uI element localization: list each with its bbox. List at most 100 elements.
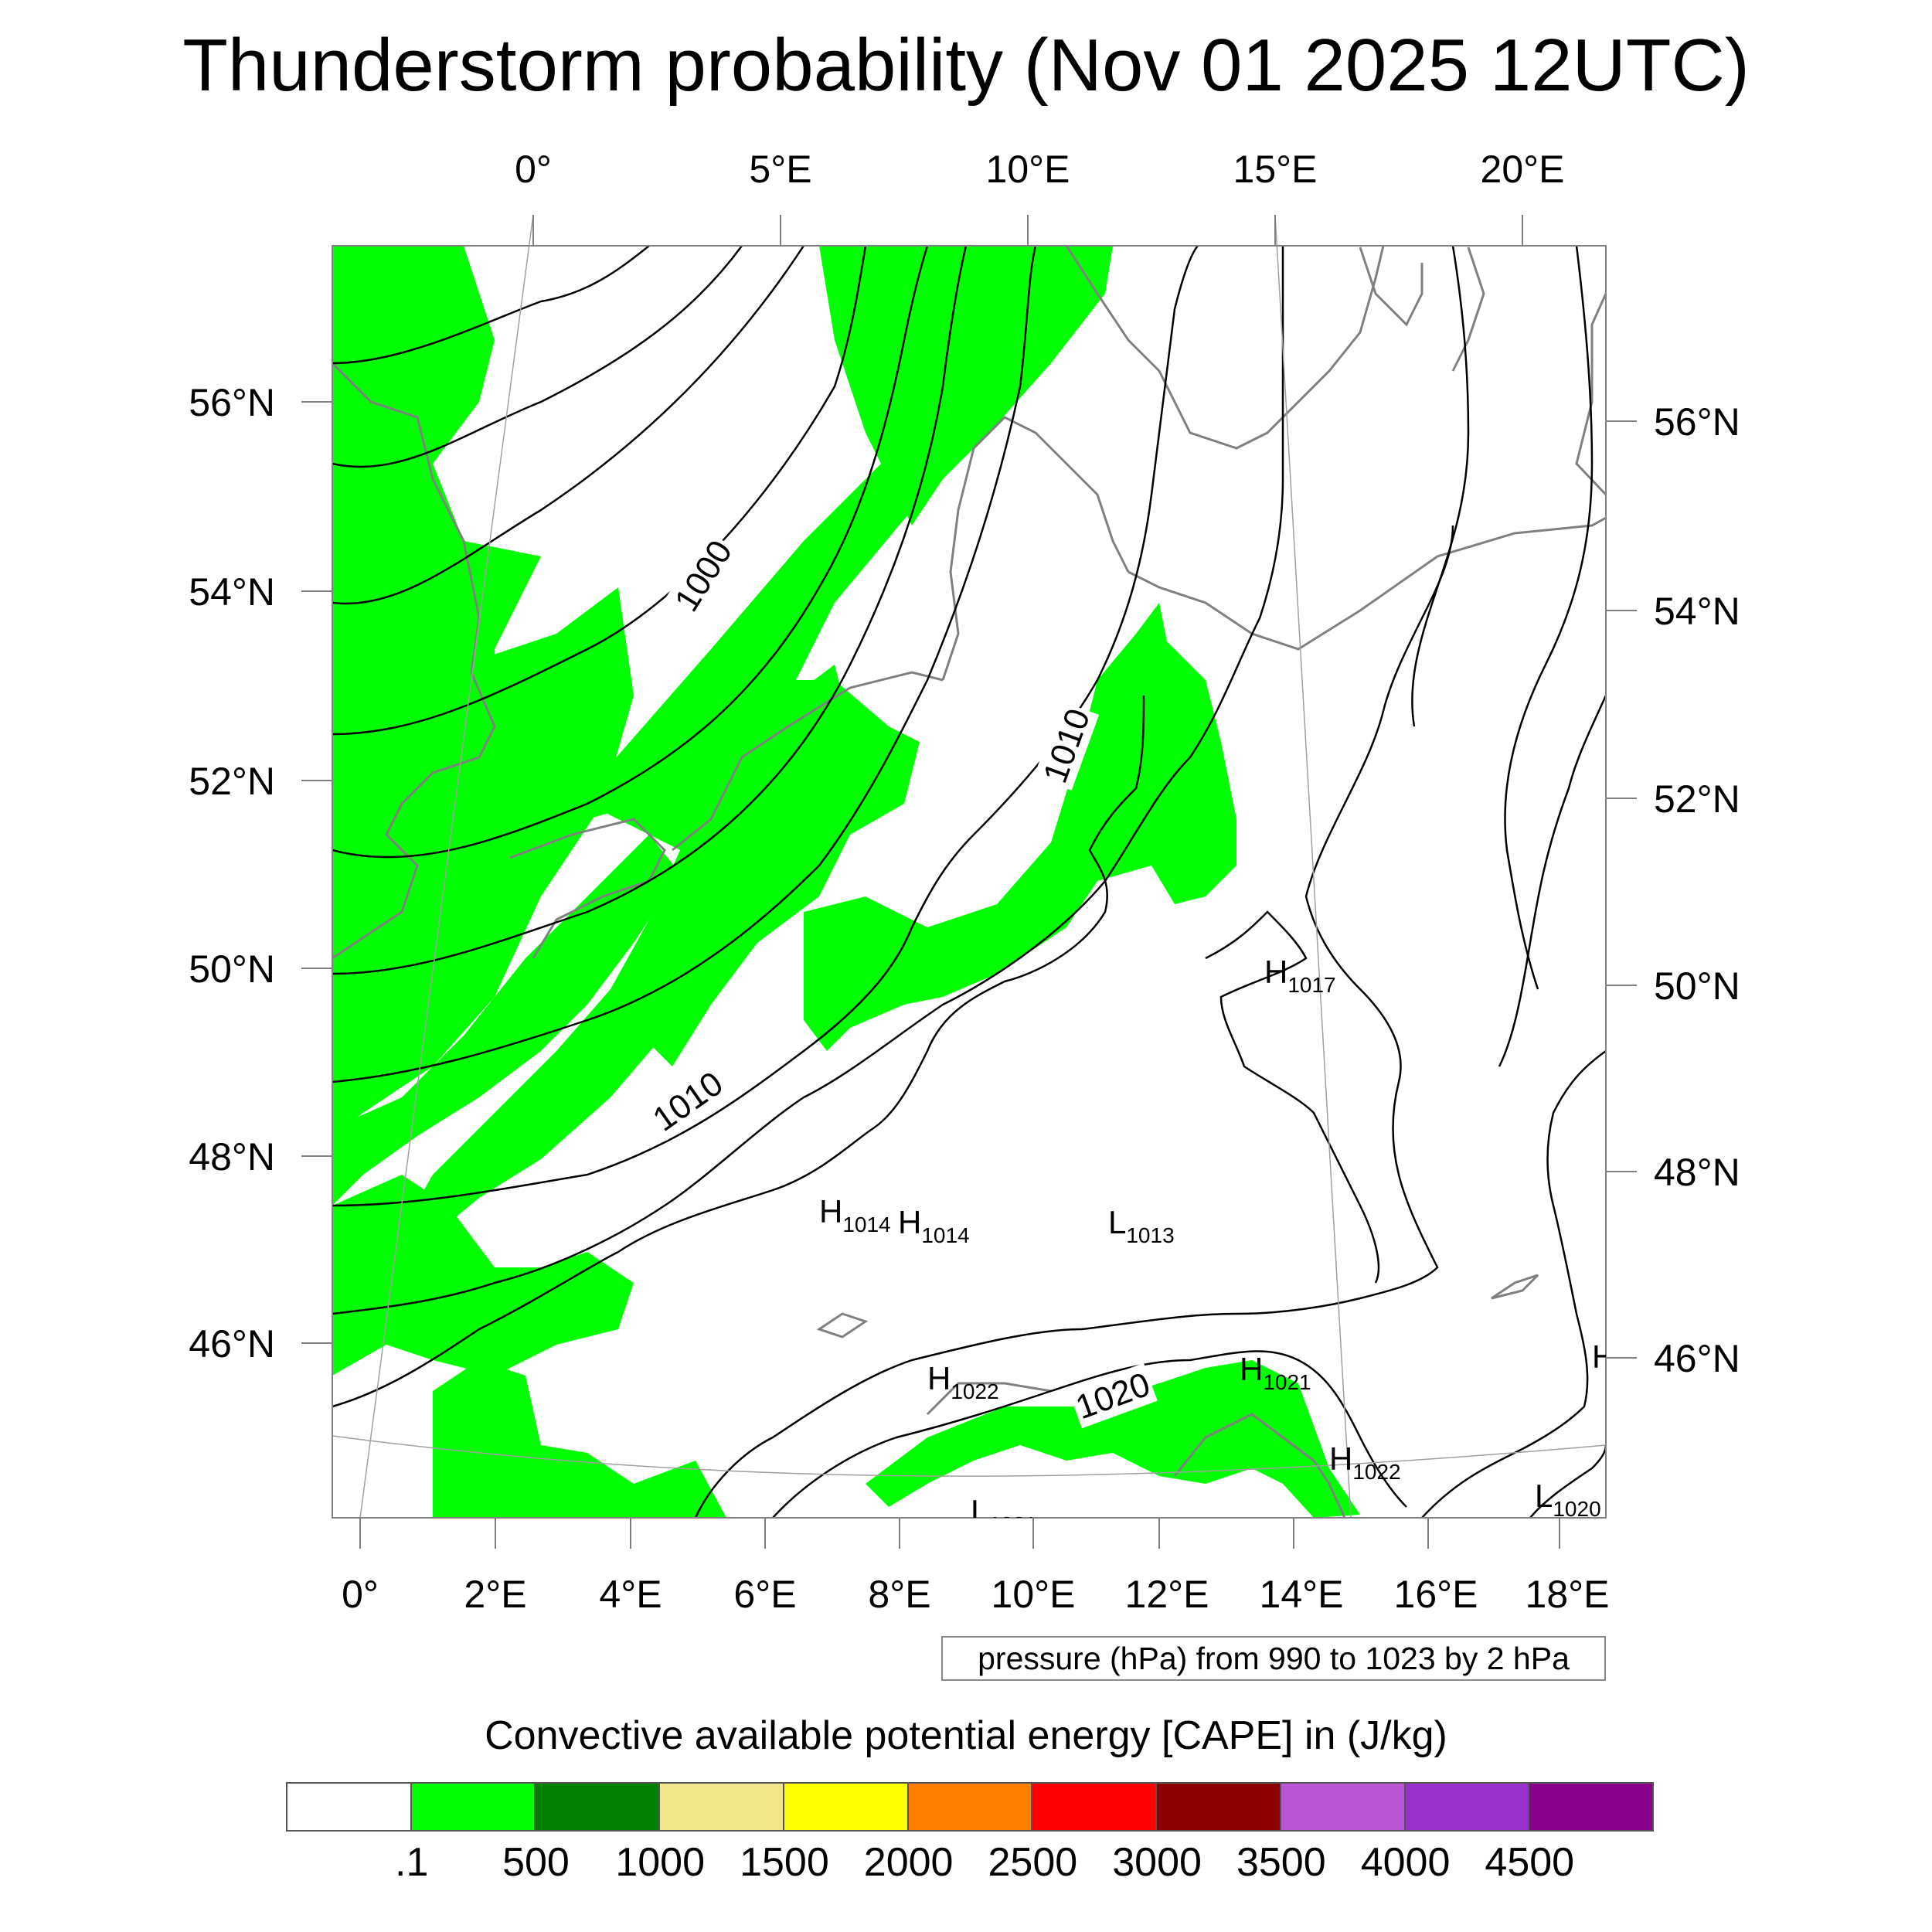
colorbar-box [286,1782,412,1832]
pressure-center: L1020 [1535,1478,1601,1521]
colorbar-box [534,1782,661,1832]
colorbar-label: 3500 [1236,1840,1326,1885]
colorbar-label: 1500 [740,1840,829,1885]
lake-balaton [1491,1274,1539,1300]
right-tick-label: 50°N [1654,964,1740,1008]
coastline-sweden-east [1451,247,1485,372]
graticule-layer [332,214,1607,1519]
isobar-3 [332,246,805,605]
pressure-info-box: pressure (hPa) from 990 to 1023 by 2 hPa [941,1636,1606,1681]
colorbar-label: 2000 [863,1840,954,1885]
cape-region-germany [804,603,1236,1051]
cape-region-coast [332,835,680,1206]
isobar-18 [1411,246,1470,727]
colorbar-label: 1000 [615,1840,706,1885]
coastline-adriatic [1173,1413,1346,1518]
right-tick-label: 52°N [1654,777,1740,821]
coastline-finland [1575,293,1606,496]
pressure-center: H1014 [819,1193,891,1236]
pressure-center: H1017 [1264,954,1336,997]
colorbar-title: Convective available potential energy [C… [485,1713,1447,1758]
bottom-tick-label: 0° [342,1573,379,1616]
colorbar-box [1279,1782,1406,1832]
isobar-5 [332,246,929,859]
left-axis-labels: 56°N 54°N 52°N 50°N 48°N 46°N [189,381,275,1366]
meridian-0 [359,214,534,1519]
pressure-center: H1014 [898,1204,970,1247]
left-tick-label: 54°N [189,570,275,614]
colorbar-box [410,1782,536,1832]
colorbar-label: 2500 [988,1840,1078,1885]
left-tick-label: 56°N [189,381,275,424]
right-tick-label: 48°N [1654,1151,1740,1194]
coastline-denmark [941,416,1130,681]
colorbar-label: 500 [502,1840,570,1885]
pressure-center: H1022 [1329,1440,1401,1484]
cape-region-netherlands [641,680,920,1066]
right-tick-label: 56°N [1654,400,1740,444]
pressure-center: H1022 [927,1360,999,1403]
left-tick-label: 50°N [189,947,275,991]
left-tick-label: 52°N [189,760,275,803]
coastline-poland-lake [1359,247,1423,327]
bottom-tick-label: 10°E [992,1573,1076,1616]
pressure-center: L1021 [971,1493,1037,1536]
top-axis-labels: 0° 5°E 10°E 15°E 20°E [515,148,1564,191]
coastline-lowlands [672,671,944,852]
cape-fill-layer [332,246,1360,1518]
isobar-2 [332,246,743,468]
isobar-13 [1205,910,1380,1284]
pressure-center: H [1592,1338,1615,1375]
isobar-layer [332,246,1606,1518]
isobar-6 [332,246,968,975]
bottom-tick-label: 4°E [599,1573,662,1616]
bottom-tick-label: 6°E [733,1573,796,1616]
isobar-9 [332,246,1284,1315]
top-tick-label: 20°E [1481,148,1565,191]
bottom-tick-label: 8°E [868,1573,930,1616]
isobar-8 [332,246,1199,1207]
coastline-baltic [1128,516,1606,651]
isobar-11 [694,525,1454,1518]
meridian-15e [1274,214,1352,1519]
coastline-britain [332,362,496,960]
pressure-centers: H1017 H1014 H1014 L1013 H1022 H1021 H102… [819,954,1615,1536]
colorbar [286,1782,1655,1832]
coastline-channel [509,818,666,959]
isobar-10 [332,695,1145,1408]
bottom-tick-label: 14°E [1260,1573,1344,1616]
bottom-tick-label: 2°E [464,1573,526,1616]
chart-title: Thunderstorm probability (Nov 01 2025 12… [182,24,1750,107]
left-tick-label: 48°N [189,1135,275,1179]
colorbar-label: 3000 [1112,1840,1202,1885]
cape-region-southwest [433,1360,726,1518]
isobar-16 [1498,695,1606,1067]
top-tick-label: 15°E [1233,148,1318,191]
isobar-14 [1421,1049,1606,1518]
isobar-1 [332,246,650,365]
colorbar-labels: .1 500 1000 1500 2000 2500 3000 3500 4000 4500 [0,1839,1932,1893]
colorbar-box [782,1782,909,1832]
isobar-17 [1504,246,1594,990]
colorbar-label: 4500 [1485,1840,1575,1885]
right-tick-label: 46°N [1654,1337,1740,1380]
bottom-axis-labels: 0° 2°E 4°E 6°E 8°E 10°E 12°E 14°E 16°E 1… [342,1573,1609,1616]
cape-region-alps [866,1360,1360,1518]
bottom-tick-label: 12°E [1125,1573,1209,1616]
coastline-scandinavia [1065,246,1385,450]
top-tick-label: 10°E [986,148,1070,191]
right-axis-labels: 56°N 54°N 52°N 50°N 48°N 46°N [1654,400,1740,1380]
bottom-tick-label: 18°E [1526,1573,1610,1616]
top-tick-label: 0° [515,148,552,191]
cape-region-southwest-west [332,1175,634,1376]
pressure-center: H1021 [1240,1351,1311,1394]
contour-label-1000: 1000 [665,531,742,621]
isobar-15 [1529,1444,1606,1518]
pressure-center: L1013 [1108,1204,1175,1247]
right-tick-label: 54°N [1654,590,1740,633]
coastline-layer [332,246,1606,1518]
colorbar-box [906,1782,1033,1832]
colorbar-label: 4000 [1360,1840,1451,1885]
parallel-45n [332,1435,1607,1477]
